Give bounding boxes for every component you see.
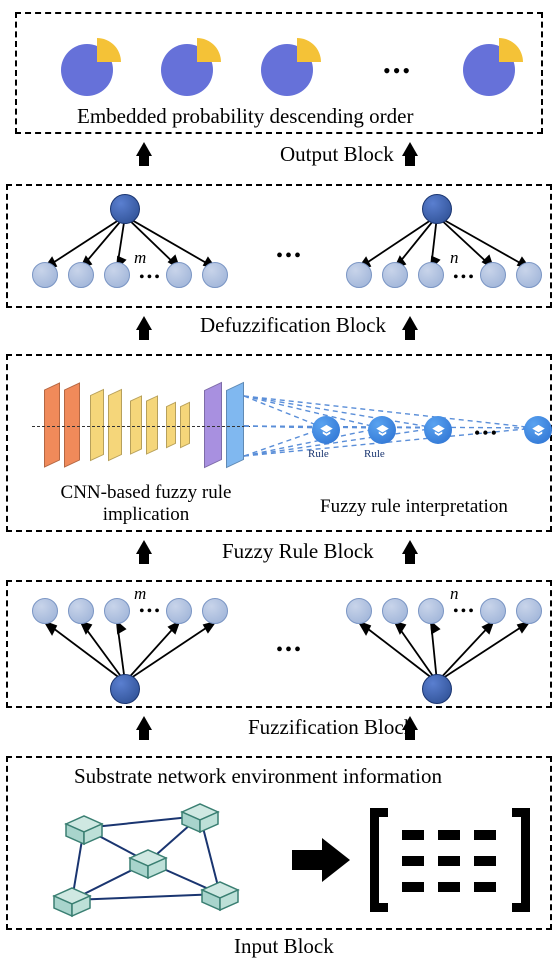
leaf-node — [418, 262, 444, 288]
leaf-node — [202, 598, 228, 624]
fuzzy-rule-block-label: Fuzzy Rule Block — [222, 539, 374, 564]
ellipsis: ••• — [139, 270, 162, 286]
leaf-node — [346, 598, 372, 624]
leaf-node — [68, 598, 94, 624]
leaf-node — [418, 598, 444, 624]
flow-arrow-icon — [136, 540, 152, 554]
pie-chart-icon — [467, 40, 519, 92]
server-icon — [62, 814, 106, 851]
leaf-node — [202, 262, 228, 288]
leaf-node — [382, 598, 408, 624]
pie-chart-icon — [165, 40, 217, 92]
root-node — [110, 674, 140, 704]
ellipsis: ••• — [453, 604, 476, 620]
rule-node-icon — [524, 416, 552, 444]
pie-chart-icon — [65, 40, 117, 92]
output-block: ••• Embedded probability descending orde… — [15, 12, 543, 134]
leaf-node — [166, 598, 192, 624]
leaf-node — [516, 598, 542, 624]
input-block-label: Input Block — [234, 934, 334, 959]
output-block-label: Output Block — [280, 142, 394, 167]
leaf-node — [480, 262, 506, 288]
leaf-node — [104, 262, 130, 288]
rule-caption: Rule — [308, 448, 329, 460]
rule-node-icon — [312, 416, 340, 444]
cnn-caption: CNN-based fuzzy rule implication — [36, 482, 256, 526]
server-icon — [178, 802, 222, 839]
root-node — [422, 194, 452, 224]
output-caption: Embedded probability descending order — [77, 104, 413, 129]
leaf-node — [516, 262, 542, 288]
flow-arrow-icon — [402, 142, 418, 156]
leaf-node — [166, 262, 192, 288]
server-icon — [126, 848, 170, 885]
leaf-node — [68, 262, 94, 288]
fuzzy-rule-block: Rule Rule ••• CNN-based fuzzy rule impli… — [6, 354, 552, 532]
m-label: m — [134, 248, 146, 268]
flow-arrow-icon — [136, 716, 152, 730]
flow-arrow-icon — [136, 142, 152, 156]
leaf-node — [346, 262, 372, 288]
ellipsis: ••• — [276, 640, 303, 660]
ellipsis: ••• — [276, 246, 303, 266]
leaf-node — [32, 598, 58, 624]
input-caption: Substrate network environment informatio… — [74, 764, 442, 789]
rule-interp-caption: Fuzzy rule interpretation — [320, 496, 508, 518]
defuzzification-block: ••• m ••• ••• n — [6, 184, 552, 308]
flow-arrow-icon — [402, 716, 418, 730]
flow-arrow-icon — [402, 316, 418, 330]
root-node — [422, 674, 452, 704]
m-label: m — [134, 584, 146, 604]
root-node — [110, 194, 140, 224]
ellipsis: ••• — [474, 424, 499, 442]
pie-chart-icon — [265, 40, 317, 92]
ellipsis: ••• — [383, 60, 412, 82]
ellipsis: ••• — [139, 604, 162, 620]
leaf-node — [32, 262, 58, 288]
input-block: Substrate network environment informatio… — [6, 756, 552, 930]
cnn-stack — [8, 356, 268, 496]
rule-node-icon — [424, 416, 452, 444]
flow-arrow-icon — [402, 540, 418, 554]
n-label: n — [450, 584, 459, 604]
fuzz-block-label: Fuzzification Block — [248, 715, 414, 740]
leaf-node — [104, 598, 130, 624]
defuzz-block-label: Defuzzification Block — [200, 313, 386, 338]
n-label: n — [450, 248, 459, 268]
rule-node-icon — [368, 416, 396, 444]
flow-arrow-icon — [136, 316, 152, 330]
server-icon — [198, 880, 242, 917]
leaf-node — [480, 598, 506, 624]
server-icon — [50, 886, 94, 923]
transform-arrow-icon — [292, 838, 350, 887]
matrix-icon — [370, 808, 530, 917]
rule-caption: Rule — [364, 448, 385, 460]
ellipsis: ••• — [453, 270, 476, 286]
fuzzification-block: ••• m ••• ••• n — [6, 580, 552, 708]
leaf-node — [382, 262, 408, 288]
